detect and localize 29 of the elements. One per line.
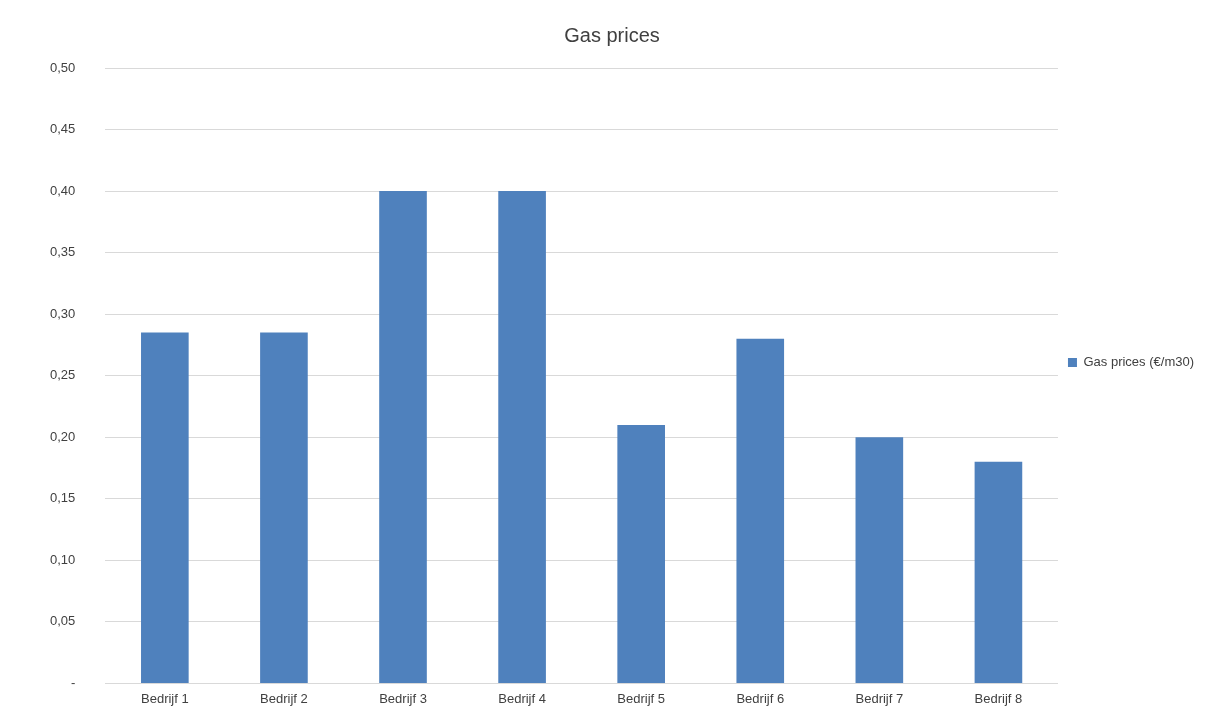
bar [855, 437, 904, 683]
x-tick-label: Bedrijf 8 [974, 690, 1023, 706]
legend-label: Gas prices (€/m30) [1083, 354, 1195, 370]
bar [498, 191, 546, 683]
bar [379, 191, 427, 683]
x-tick-label: Bedrijf 1 [140, 690, 189, 706]
y-tick-label: 0,25 [49, 367, 76, 383]
y-tick-label: 0,15 [49, 490, 76, 506]
y-tick-label: 0,05 [49, 613, 76, 629]
x-tick-label: Bedrijf 4 [498, 690, 546, 706]
y-tick-label: 0,35 [49, 244, 76, 260]
bar [974, 461, 1023, 683]
x-tick-label: Bedrijf 6 [736, 690, 785, 706]
x-tick-label: Bedrijf 2 [260, 690, 308, 706]
x-tick-label: Bedrijf 7 [855, 690, 904, 706]
y-tick-label: 0,30 [49, 305, 76, 321]
x-tick-label: Bedrijf 3 [379, 690, 427, 706]
y-tick-label: 0,40 [49, 182, 76, 198]
chart-title: Gas prices [564, 23, 660, 46]
bar [260, 332, 308, 683]
bar [141, 332, 189, 683]
y-tick-label: - [70, 674, 76, 690]
y-tick-label: 0,20 [49, 428, 76, 444]
x-tick-label: Bedrijf 5 [617, 690, 666, 706]
bar [617, 424, 665, 683]
y-tick-label: 0,10 [49, 551, 76, 567]
bar [736, 338, 785, 683]
y-tick-label: 0,50 [49, 59, 76, 75]
y-tick-label: 0,45 [49, 121, 76, 137]
